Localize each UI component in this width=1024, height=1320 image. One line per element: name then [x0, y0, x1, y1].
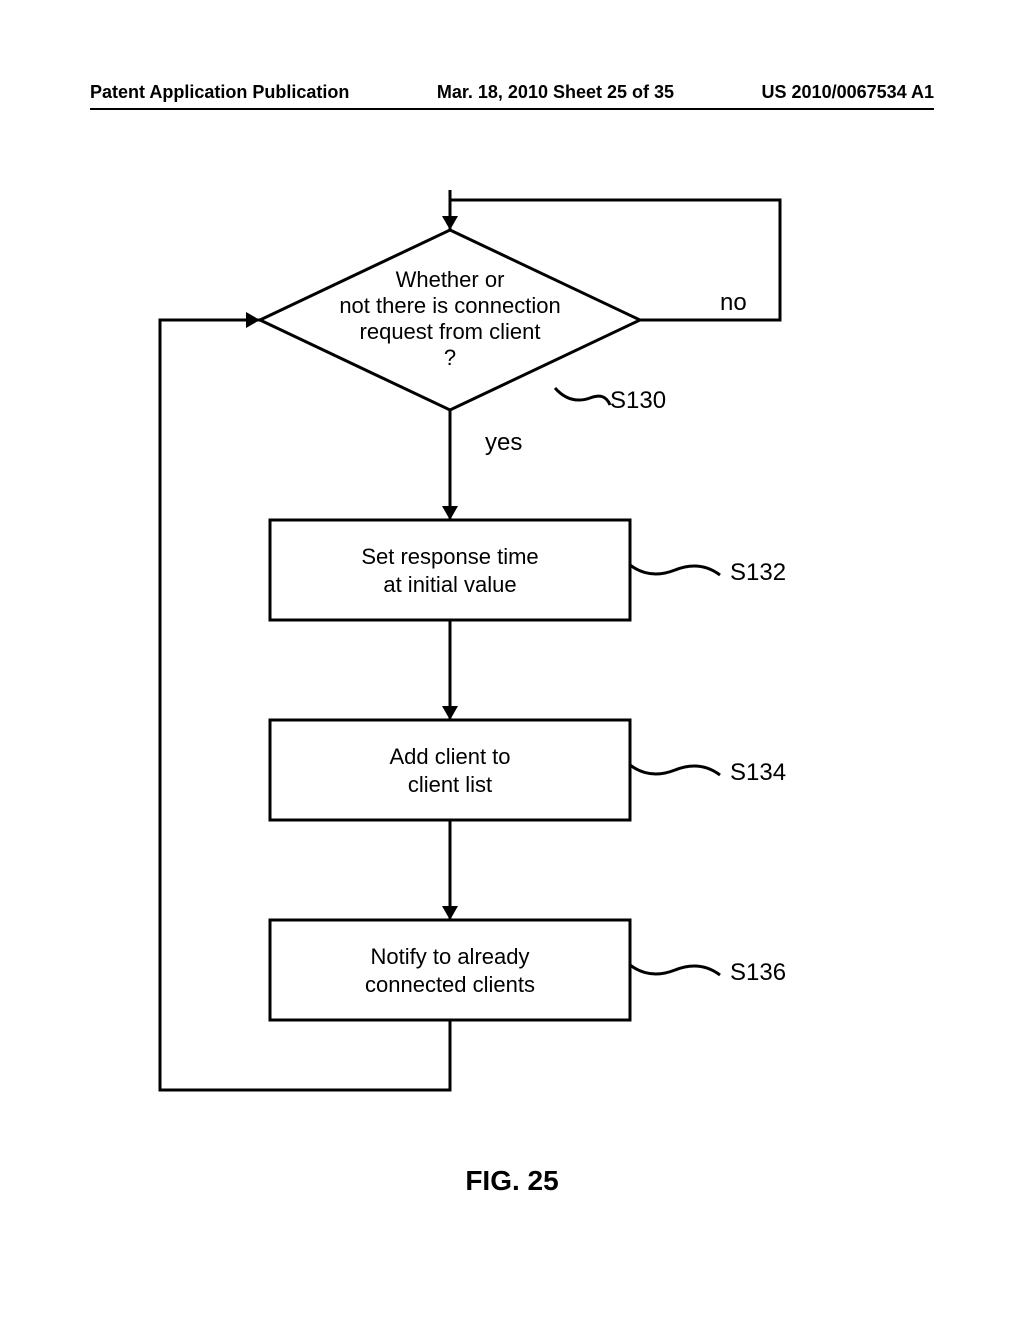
- svg-text:Add client to: Add client to: [389, 744, 510, 769]
- svg-text:?: ?: [444, 345, 456, 370]
- figure-label: FIG. 25: [0, 1165, 1024, 1197]
- svg-text:S132: S132: [730, 559, 786, 586]
- page: Patent Application Publication Mar. 18, …: [0, 0, 1024, 1320]
- svg-text:S136: S136: [730, 959, 786, 986]
- svg-text:S130: S130: [610, 387, 666, 414]
- svg-text:at initial value: at initial value: [383, 572, 516, 597]
- svg-text:client list: client list: [408, 772, 492, 797]
- svg-text:yes: yes: [485, 429, 522, 456]
- flowchart-svg: no yes Whether ornot there is connectionre…: [120, 180, 900, 1140]
- flowchart-container: no yes Whether ornot there is connectionre…: [120, 180, 900, 1140]
- header-left: Patent Application Publication: [90, 82, 349, 103]
- svg-text:connected clients: connected clients: [365, 972, 535, 997]
- header-right: US 2010/0067534 A1: [762, 82, 934, 103]
- header-center: Mar. 18, 2010 Sheet 25 of 35: [437, 82, 674, 103]
- svg-text:Notify to already: Notify to already: [371, 944, 530, 969]
- svg-text:S134: S134: [730, 759, 786, 786]
- header-rule: [90, 108, 934, 110]
- svg-text:no: no: [720, 289, 747, 316]
- page-header: Patent Application Publication Mar. 18, …: [0, 82, 1024, 103]
- svg-text:request from client: request from client: [360, 319, 541, 344]
- svg-text:Set response time: Set response time: [361, 544, 538, 569]
- svg-text:not there is connection: not there is connection: [339, 293, 560, 318]
- svg-text:Whether or: Whether or: [396, 267, 505, 292]
